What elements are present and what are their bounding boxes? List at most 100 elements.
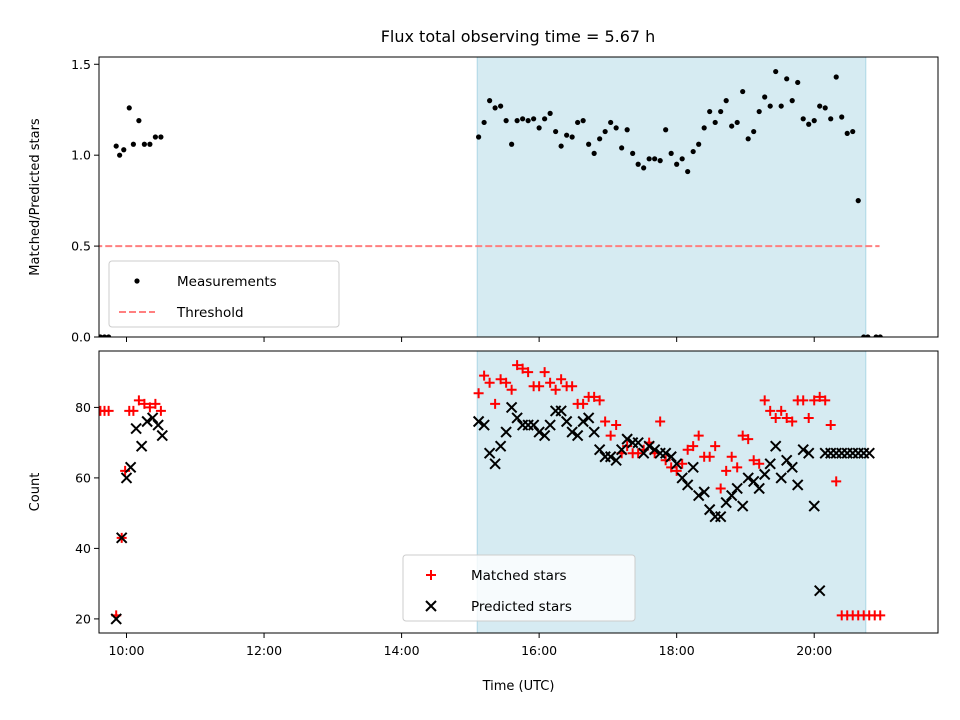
matched-star-point	[831, 476, 842, 487]
matched-star-point	[787, 416, 798, 427]
measurement-point	[657, 158, 663, 164]
matched-star-point	[776, 405, 787, 416]
predicted-star-point	[124, 461, 137, 474]
matched-star-point	[737, 430, 748, 441]
measurement-point	[663, 127, 669, 133]
legend-measurement-swatch	[134, 278, 140, 284]
predicted-star-point	[687, 461, 699, 474]
predicted-star-point	[571, 429, 584, 442]
measurement-point	[106, 334, 112, 337]
predicted-star-point	[566, 426, 578, 438]
measurement-point	[158, 134, 164, 140]
matched-star-point	[133, 395, 144, 406]
matched-star-point	[556, 374, 567, 385]
x-tick-label: 14:00	[384, 643, 420, 658]
predicted-star-point	[621, 433, 633, 445]
measurement-point	[767, 103, 773, 109]
matched-star-point	[688, 441, 699, 452]
predicted-star-point	[725, 489, 738, 502]
predicted-star-point	[494, 440, 507, 452]
measurement-point	[778, 103, 784, 109]
predicted-star-point	[659, 447, 672, 459]
measurement-point	[784, 76, 790, 82]
matched-star-point	[539, 367, 550, 378]
measurement-point	[531, 116, 537, 122]
predicted-star-point	[511, 412, 523, 424]
predicted-star-point	[814, 584, 826, 597]
matched-star-point	[803, 412, 814, 423]
predicted-star-point	[665, 451, 677, 463]
matched-star-point	[473, 388, 484, 399]
predicted-star-point	[786, 461, 798, 474]
matched-star-point	[512, 360, 523, 371]
predicted-star-point	[731, 482, 743, 495]
predicted-star-point	[538, 429, 551, 442]
y-tick-label: 0.5	[71, 239, 91, 254]
predicted-star-point	[544, 419, 556, 431]
x-tick-label: 12:00	[246, 643, 282, 658]
legend-label: Threshold	[176, 305, 244, 321]
predicted-star-point	[577, 415, 589, 428]
predicted-star-point	[714, 510, 727, 523]
matched-star-point	[655, 416, 666, 427]
predicted-star-point	[560, 415, 573, 428]
measurement-point	[762, 94, 768, 100]
predicted-star-point	[692, 489, 705, 502]
matched-star-point	[820, 395, 831, 406]
matched-star-point	[545, 377, 556, 388]
measurement-point	[553, 128, 559, 135]
measurement-point	[608, 119, 614, 126]
predicted-star-point	[681, 479, 694, 491]
matched-star-point	[759, 395, 770, 406]
measurement-point	[822, 105, 828, 111]
matched-star-point	[611, 420, 622, 431]
matched-star-point	[605, 430, 616, 441]
measurement-point	[547, 110, 553, 116]
measurement-point	[597, 136, 603, 142]
matched-star-point	[682, 444, 693, 455]
measurement-point	[685, 168, 691, 175]
matched-star-point	[506, 384, 517, 395]
x-tick-label: 10:00	[108, 643, 144, 658]
measurement-point	[498, 103, 504, 109]
observing-window-span	[477, 57, 866, 337]
top-panel: 0.0 0.5 1.0 1.5 Matched/Predicted stars Measu…	[28, 56, 939, 345]
measurement-point	[729, 123, 735, 129]
x-tick-label: 20:00	[796, 643, 832, 658]
series-matched-stars	[99, 360, 886, 621]
predicted-star-point	[648, 443, 661, 456]
matched-star-point	[550, 384, 561, 395]
measurement-point	[141, 141, 147, 147]
measurement-point	[564, 132, 570, 138]
measurement-point	[740, 88, 746, 95]
predicted-star-point	[720, 496, 732, 509]
predicted-star-point	[555, 405, 567, 417]
matched-star-point	[732, 462, 743, 473]
measurement-point	[624, 127, 630, 133]
legend-matched-swatch	[426, 570, 436, 580]
measurement-point	[800, 116, 806, 122]
measurement-point	[575, 119, 581, 126]
predicted-star-point	[135, 440, 148, 452]
predicted-star-point	[533, 426, 545, 438]
predicted-star-point	[483, 447, 496, 459]
matched-star-point	[798, 395, 809, 406]
legend-label: Predicted stars	[471, 599, 572, 615]
measurement-point	[580, 118, 586, 124]
matched-star-point	[677, 458, 688, 469]
predicted-star-point	[472, 415, 485, 428]
y-tick-label: 40	[75, 541, 91, 556]
measurement-point	[503, 118, 509, 124]
measurement-point	[707, 108, 713, 115]
predicted-star-point	[489, 458, 501, 470]
legend-label: Matched stars	[471, 568, 567, 584]
matched-star-point	[754, 458, 765, 469]
measurement-point	[509, 141, 515, 147]
predicted-star-point	[792, 479, 804, 491]
matched-star-point	[103, 405, 114, 416]
measurement-point	[130, 141, 136, 147]
measurement-point	[873, 334, 879, 337]
measurement-point	[734, 119, 740, 126]
matched-star-point	[495, 374, 506, 385]
